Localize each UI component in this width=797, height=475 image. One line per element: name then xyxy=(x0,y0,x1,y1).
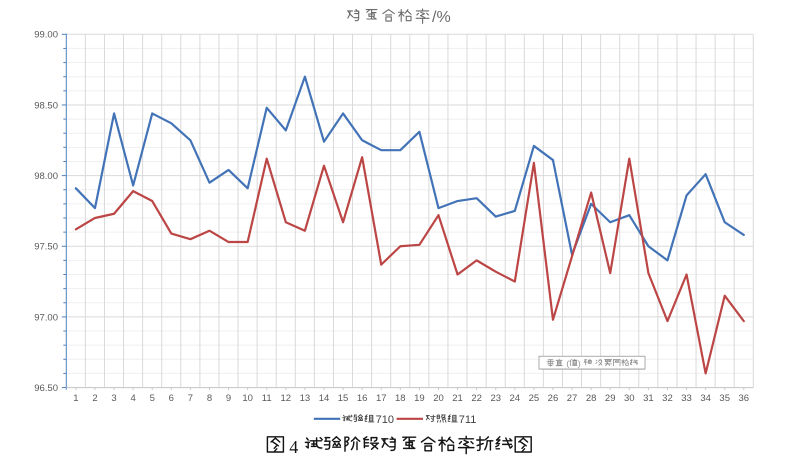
svg-text:14: 14 xyxy=(319,393,330,404)
svg-text:710: 710 xyxy=(376,414,394,426)
svg-text:34: 34 xyxy=(700,393,711,404)
svg-text:4: 4 xyxy=(131,393,136,404)
svg-text:23: 23 xyxy=(490,393,501,404)
svg-text:98.00: 98.00 xyxy=(34,171,58,182)
svg-text:18: 18 xyxy=(395,393,406,404)
svg-text:21: 21 xyxy=(452,393,463,404)
svg-text:1: 1 xyxy=(73,393,78,404)
svg-text:25: 25 xyxy=(529,393,540,404)
svg-text:22: 22 xyxy=(471,393,482,404)
svg-text:2: 2 xyxy=(92,393,97,404)
svg-text:11: 11 xyxy=(262,393,272,404)
svg-text:(: ( xyxy=(566,358,569,368)
svg-text:8: 8 xyxy=(207,393,212,404)
svg-text:26: 26 xyxy=(548,393,559,404)
svg-text:24: 24 xyxy=(510,393,521,404)
svg-text:32: 32 xyxy=(662,393,673,404)
svg-text:98.50: 98.50 xyxy=(34,100,58,111)
svg-text:96.50: 96.50 xyxy=(34,383,58,394)
svg-text:31: 31 xyxy=(643,393,654,404)
svg-text:20: 20 xyxy=(433,393,444,404)
svg-text:9: 9 xyxy=(226,393,231,404)
svg-text:27: 27 xyxy=(567,393,578,404)
svg-text:12: 12 xyxy=(281,393,292,404)
svg-text:30: 30 xyxy=(624,393,635,404)
svg-text:19: 19 xyxy=(414,393,425,404)
svg-text:99.00: 99.00 xyxy=(34,30,58,41)
svg-text:): ) xyxy=(578,358,581,368)
svg-text:36: 36 xyxy=(739,393,750,404)
svg-text:13: 13 xyxy=(300,393,311,404)
svg-text:15: 15 xyxy=(338,393,349,404)
svg-text:17: 17 xyxy=(376,393,387,404)
svg-text:97.00: 97.00 xyxy=(34,312,58,323)
svg-text:97.50: 97.50 xyxy=(34,242,58,253)
svg-text:28: 28 xyxy=(586,393,597,404)
svg-text:711: 711 xyxy=(459,414,477,426)
svg-text:6: 6 xyxy=(169,393,174,404)
svg-text:29: 29 xyxy=(605,393,616,404)
svg-text:4: 4 xyxy=(289,437,298,457)
svg-text:3: 3 xyxy=(111,393,116,404)
svg-text:7: 7 xyxy=(188,393,193,404)
svg-text:35: 35 xyxy=(719,393,730,404)
svg-text:5: 5 xyxy=(150,393,155,404)
svg-text:/%: /% xyxy=(432,9,451,26)
svg-text:16: 16 xyxy=(357,393,368,404)
svg-text:33: 33 xyxy=(681,393,692,404)
svg-text:10: 10 xyxy=(242,393,253,404)
